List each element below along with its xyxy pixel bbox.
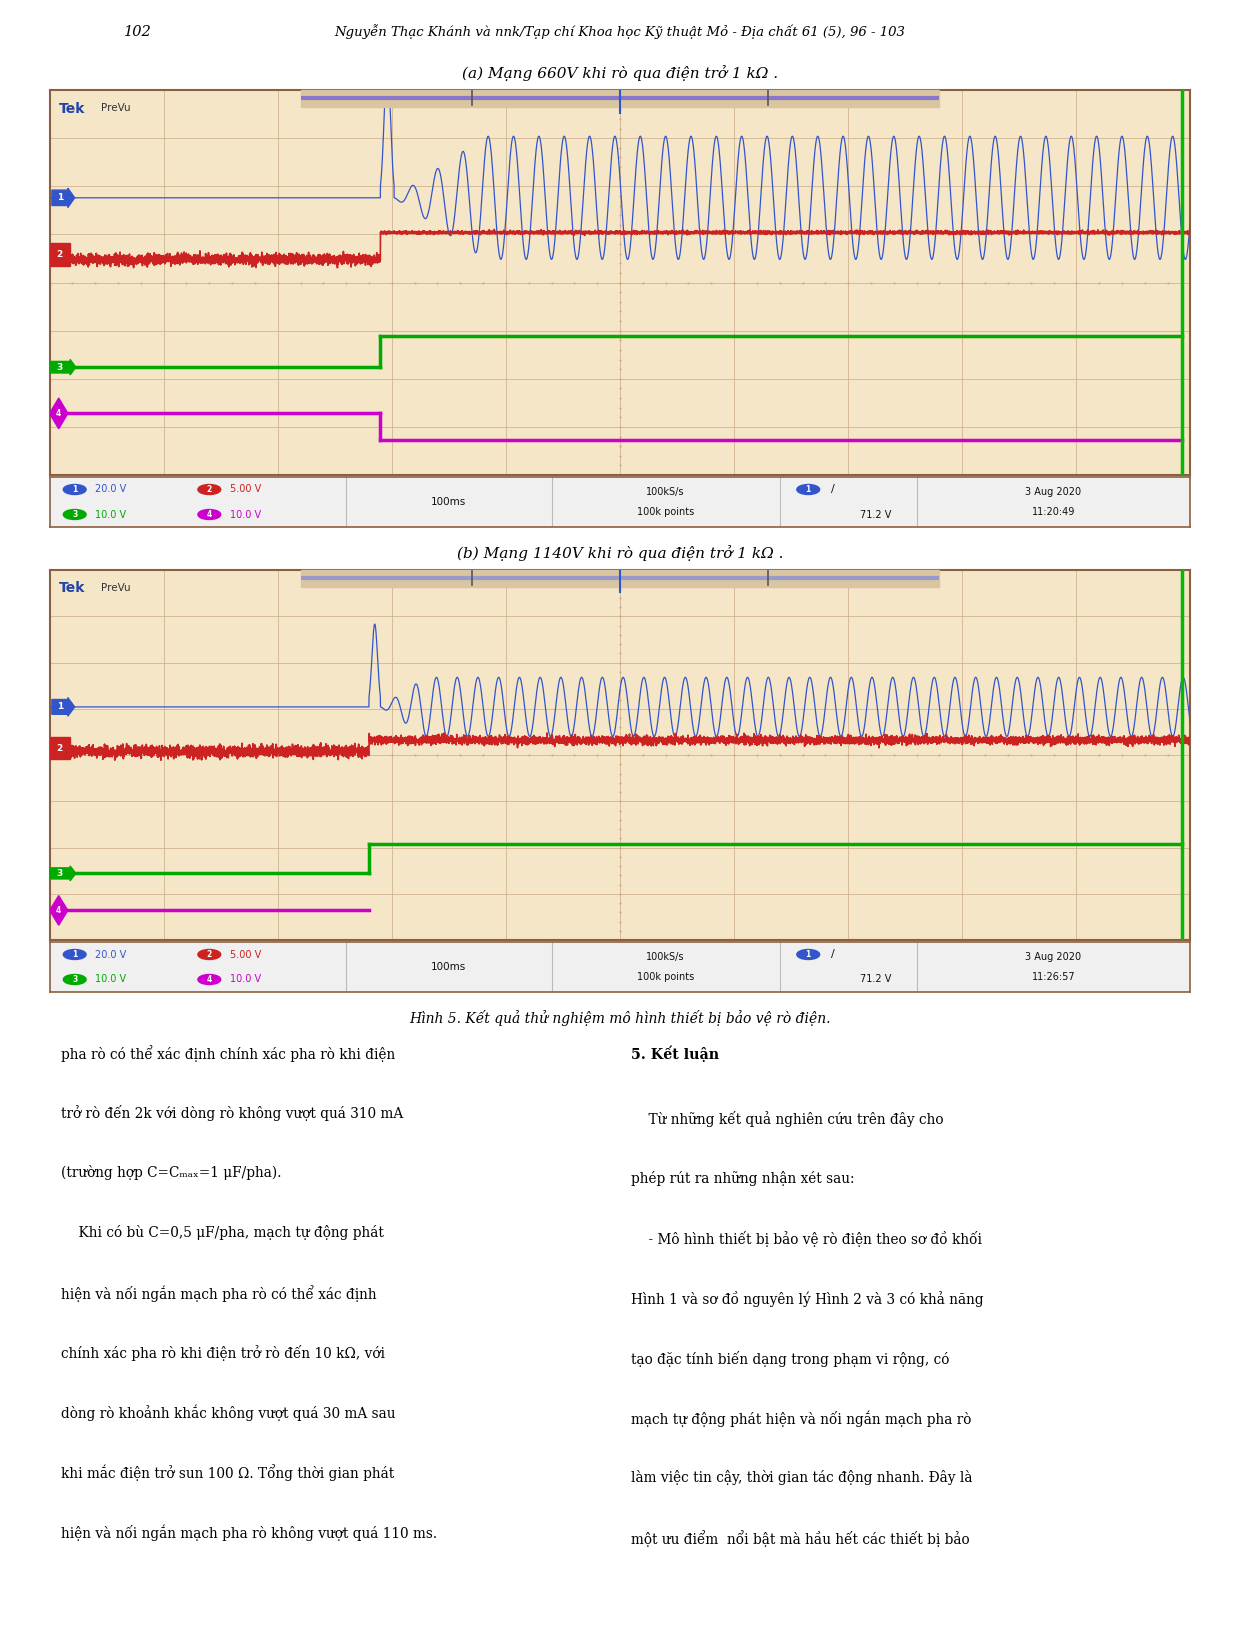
Text: /: / <box>831 484 835 495</box>
Text: Khi có bù C=0,5 μF/pha, mạch tự động phát: Khi có bù C=0,5 μF/pha, mạch tự động phá… <box>61 1225 384 1240</box>
Circle shape <box>198 974 221 984</box>
Text: Nguyễn Thạc Khánh và nnk/Tạp chí Khoa học Kỹ thuật Mỏ - Địa chất 61 (5), 96 - 10: Nguyễn Thạc Khánh và nnk/Tạp chí Khoa họ… <box>335 24 905 39</box>
Text: Hình 5. Kết quả thử nghiệm mô hình thiết bị bảo vệ rò điện.: Hình 5. Kết quả thử nghiệm mô hình thiết… <box>409 1010 831 1026</box>
Text: 1: 1 <box>72 950 77 959</box>
Text: 10.0 V: 10.0 V <box>95 510 126 520</box>
Text: 5. Kết luận: 5. Kết luận <box>631 1044 719 1062</box>
Text: 100k points: 100k points <box>637 507 694 516</box>
Text: 5.00 V: 5.00 V <box>229 484 262 495</box>
Text: 100ms: 100ms <box>432 497 466 507</box>
Text: 2: 2 <box>207 485 212 494</box>
Text: một ưu điểm  nổi bật mà hầu hết các thiết bị bảo: một ưu điểm nổi bật mà hầu hết các thiết… <box>631 1530 970 1548</box>
FancyArrow shape <box>50 867 76 881</box>
Text: 11:26:57: 11:26:57 <box>1032 973 1075 982</box>
Text: 10.0 V: 10.0 V <box>95 974 126 984</box>
Circle shape <box>198 484 221 495</box>
Text: Tek: Tek <box>58 101 86 116</box>
Text: 4: 4 <box>56 409 61 419</box>
Text: 2: 2 <box>57 744 63 753</box>
Circle shape <box>63 950 86 959</box>
Text: 100k points: 100k points <box>637 973 694 982</box>
Circle shape <box>198 510 221 520</box>
Text: pha rò có thể xác định chính xác pha rò khi điện: pha rò có thể xác định chính xác pha rò … <box>61 1044 396 1062</box>
Text: (b) Mạng 1140V khi rò qua điện trở 1 kΩ .: (b) Mạng 1140V khi rò qua điện trở 1 kΩ … <box>456 546 784 560</box>
Bar <box>50 738 71 759</box>
Text: 71.2 V: 71.2 V <box>859 974 892 984</box>
Text: 4: 4 <box>207 976 212 984</box>
Text: 3 Aug 2020: 3 Aug 2020 <box>1025 487 1081 497</box>
Circle shape <box>797 484 820 495</box>
Text: làm việc tin cậy, thời gian tác động nhanh. Đây là: làm việc tin cậy, thời gian tác động nha… <box>631 1471 973 1486</box>
Text: PreVu: PreVu <box>100 583 130 593</box>
Circle shape <box>797 950 820 959</box>
Text: 100kS/s: 100kS/s <box>646 487 684 497</box>
Text: 1: 1 <box>57 702 63 712</box>
FancyArrow shape <box>52 697 74 717</box>
Bar <box>300 570 940 586</box>
Polygon shape <box>50 896 68 925</box>
Text: mạch tự động phát hiện và nối ngắn mạch pha rò: mạch tự động phát hiện và nối ngắn mạch … <box>631 1411 972 1427</box>
Text: 1: 1 <box>57 194 63 202</box>
Text: 3: 3 <box>57 363 63 371</box>
Polygon shape <box>50 397 68 428</box>
Text: 20.0 V: 20.0 V <box>95 484 126 495</box>
Text: /: / <box>831 950 835 959</box>
Text: dòng rò khoảnh khắc không vượt quá 30 mA sau: dòng rò khoảnh khắc không vượt quá 30 mA… <box>61 1404 396 1420</box>
Text: 20.0 V: 20.0 V <box>95 950 126 959</box>
Text: 3 Aug 2020: 3 Aug 2020 <box>1025 951 1081 963</box>
Text: chính xác pha rò khi điện trở rò đến 10 kΩ, với: chính xác pha rò khi điện trở rò đến 10 … <box>61 1344 384 1360</box>
Text: 2: 2 <box>57 251 63 259</box>
Text: Hình 1 và sơ đồ nguyên lý Hình 2 và 3 có khả năng: Hình 1 và sơ đồ nguyên lý Hình 2 và 3 có… <box>631 1290 985 1306</box>
Text: 3: 3 <box>57 868 63 878</box>
Text: 10.0 V: 10.0 V <box>229 974 260 984</box>
Text: 102: 102 <box>124 24 151 39</box>
Text: 5.00 V: 5.00 V <box>229 950 262 959</box>
Text: hiện và nối ngắn mạch pha rò không vượt quá 110 ms.: hiện và nối ngắn mạch pha rò không vượt … <box>61 1525 438 1541</box>
Text: phép rút ra những nhận xét sau:: phép rút ra những nhận xét sau: <box>631 1171 854 1186</box>
Text: 3: 3 <box>72 976 77 984</box>
Text: 4: 4 <box>56 906 61 915</box>
Text: 3: 3 <box>72 510 77 520</box>
Text: tạo đặc tính biến dạng trong phạm vi rộng, có: tạo đặc tính biến dạng trong phạm vi rộn… <box>631 1350 950 1367</box>
Text: trở rò đến 2k với dòng rò không vượt quá 310 mA: trở rò đến 2k với dòng rò không vượt quá… <box>61 1104 403 1121</box>
Bar <box>300 90 940 108</box>
Text: 100ms: 100ms <box>432 963 466 973</box>
FancyArrow shape <box>50 360 76 375</box>
Circle shape <box>63 510 86 520</box>
Text: 1: 1 <box>806 485 811 494</box>
Text: khi mắc điện trở sun 100 Ω. Tổng thời gian phát: khi mắc điện trở sun 100 Ω. Tổng thời gi… <box>61 1464 394 1481</box>
Text: 11:20:49: 11:20:49 <box>1032 507 1075 516</box>
Text: (trường hợp C=Cₘₐₓ=1 μF/pha).: (trường hợp C=Cₘₐₓ=1 μF/pha). <box>61 1165 281 1179</box>
Text: Tek: Tek <box>58 582 86 595</box>
Bar <box>50 243 71 266</box>
Circle shape <box>63 484 86 495</box>
Circle shape <box>198 950 221 959</box>
Text: (a) Mạng 660V khi rò qua điện trở 1 kΩ .: (a) Mạng 660V khi rò qua điện trở 1 kΩ . <box>463 65 777 81</box>
Text: hiện và nối ngắn mạch pha rò có thể xác định: hiện và nối ngắn mạch pha rò có thể xác … <box>61 1285 377 1302</box>
Text: 100kS/s: 100kS/s <box>646 951 684 963</box>
Circle shape <box>63 974 86 984</box>
FancyArrow shape <box>52 189 74 207</box>
Text: - Mô hình thiết bị bảo vệ rò điện theo sơ đồ khối: - Mô hình thiết bị bảo vệ rò điện theo s… <box>631 1232 982 1246</box>
Text: PreVu: PreVu <box>100 104 130 114</box>
Text: 2: 2 <box>207 950 212 959</box>
Text: 10.0 V: 10.0 V <box>229 510 260 520</box>
Text: 4: 4 <box>207 510 212 520</box>
Text: 1: 1 <box>72 485 77 494</box>
Text: 1: 1 <box>806 950 811 959</box>
Text: Từ những kết quả nghiên cứu trên đây cho: Từ những kết quả nghiên cứu trên đây cho <box>631 1111 944 1127</box>
Text: 71.2 V: 71.2 V <box>859 510 892 520</box>
